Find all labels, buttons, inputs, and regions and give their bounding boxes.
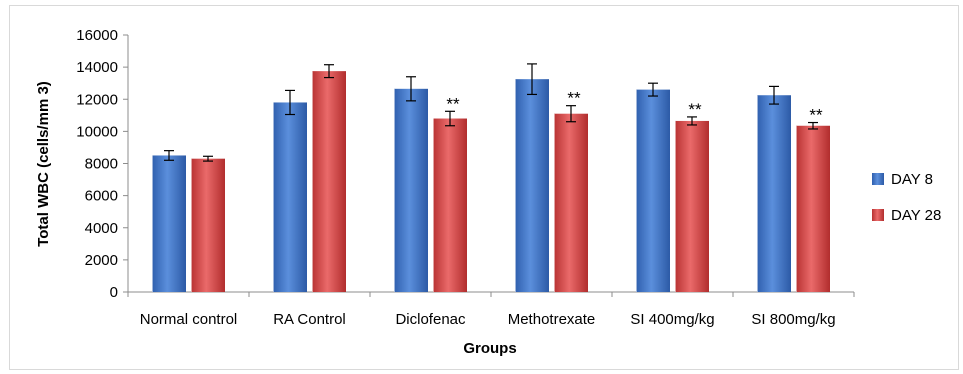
y-tick-label: 10000 bbox=[76, 123, 118, 140]
legend: DAY 8 DAY 28 bbox=[872, 171, 941, 224]
y-tick-label: 2000 bbox=[85, 252, 118, 269]
y-tick-label: 16000 bbox=[76, 27, 118, 44]
x-category-label: SI 400mg/kg bbox=[630, 311, 714, 328]
legend-swatch-day-8 bbox=[872, 173, 884, 185]
bar-day-8 bbox=[152, 155, 186, 292]
x-category-label: Methotrexate bbox=[508, 311, 596, 328]
y-tick-label: 14000 bbox=[76, 59, 118, 76]
bar-day-28 bbox=[312, 71, 346, 292]
bar-day-8 bbox=[757, 95, 791, 292]
bar-day-28 bbox=[191, 158, 225, 292]
bar-day-8 bbox=[515, 79, 549, 292]
x-category-label: RA Control bbox=[273, 311, 346, 328]
bar-day-28 bbox=[675, 120, 709, 292]
x-axis-title: Groups bbox=[463, 340, 516, 357]
significance-label: ** bbox=[567, 89, 581, 108]
plot-area: 0 2000 4000 6000 8000 10000 12000 14000 16000 Nor… bbox=[76, 27, 855, 328]
legend-label: DAY 28 bbox=[891, 207, 941, 224]
y-tick-label: 4000 bbox=[85, 220, 118, 237]
significance-label: ** bbox=[688, 100, 702, 119]
legend-swatch-day-28 bbox=[872, 209, 884, 221]
x-category-label: Normal control bbox=[140, 311, 238, 328]
significance-label: ** bbox=[809, 106, 823, 125]
bar-day-8 bbox=[394, 88, 428, 292]
y-tick-label: 0 bbox=[110, 284, 118, 301]
x-category-label: SI 800mg/kg bbox=[751, 311, 835, 328]
y-axis-title: Total WBC (cells/mm 3) bbox=[35, 81, 52, 247]
bar-day-8 bbox=[636, 89, 670, 292]
bar-day-28 bbox=[796, 125, 830, 292]
y-tick-label: 12000 bbox=[76, 91, 118, 108]
y-tick-label: 6000 bbox=[85, 188, 118, 205]
legend-label: DAY 8 bbox=[891, 171, 933, 188]
significance-label: ** bbox=[446, 94, 460, 113]
bar-day-28 bbox=[433, 118, 467, 293]
x-category-label: Diclofenac bbox=[395, 311, 466, 328]
bar-day-8 bbox=[273, 102, 307, 293]
y-tick-label: 8000 bbox=[85, 156, 118, 173]
bar-day-28 bbox=[554, 113, 588, 292]
